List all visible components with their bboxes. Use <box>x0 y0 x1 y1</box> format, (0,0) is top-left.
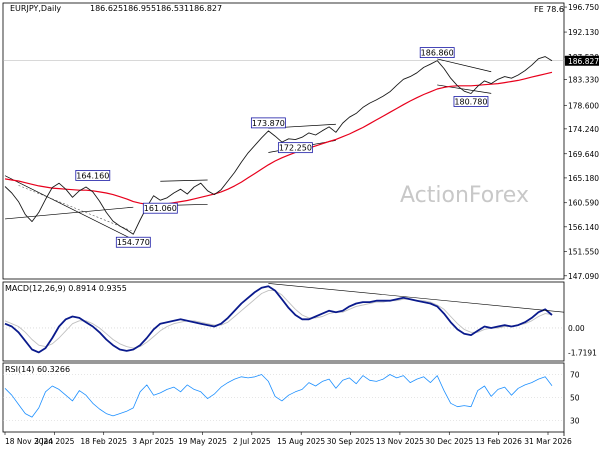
price-ytick-label: 165.180 <box>568 174 599 183</box>
price-panel-title: EURJPY,Daily <box>10 4 61 13</box>
xtick-label: 18 Feb 2025 <box>80 437 127 446</box>
price-label-0: 164.160 <box>75 170 111 181</box>
price-ytick-label: 192.130 <box>568 28 599 37</box>
channel-upper-4 <box>437 58 492 73</box>
rsi-panel-title: RSI(14) 60.3266 <box>5 365 70 374</box>
macd-panel-title: MACD(12,26,9) 0.8914 0.9355 <box>5 284 127 293</box>
price-label-1: 154.770 <box>115 236 151 248</box>
price-label-text: 154.770 <box>117 238 150 247</box>
channel-dashed-1 <box>18 185 134 232</box>
y-axis-tick-labels: 196.750192.130187.520183.330178.600174.2… <box>564 3 599 426</box>
price-ytick-label: 178.600 <box>568 101 599 110</box>
macd-line <box>4 285 553 354</box>
price-label-text: 173.870 <box>252 119 285 128</box>
xtick-label: 2 Jul 2025 <box>233 437 271 446</box>
panel-frames <box>2 2 565 436</box>
macd-ytick-label: -1.7191 <box>568 349 597 358</box>
rsi-ytick-label: 70 <box>570 371 580 380</box>
xtick-label: 30 Dec 2025 <box>425 437 473 446</box>
xtick-label: 30 Sep 2025 <box>327 437 375 446</box>
macd-ytick-label: 0.00 <box>568 324 585 333</box>
price-ytick-label: 147.090 <box>568 272 599 281</box>
price-label-box <box>115 236 151 248</box>
fe-label: FE 78.6 <box>534 5 564 14</box>
price-label-box <box>277 142 313 154</box>
price-label-text: 180.780 <box>454 97 487 106</box>
macd-signal-line <box>4 290 553 349</box>
channel-upper-1 <box>4 175 134 240</box>
price-label-3: 173.870 <box>250 117 286 129</box>
xtick-label: 13 Nov 2025 <box>376 437 424 446</box>
price-label-box <box>75 170 111 181</box>
price-level-labels: 164.160 154.770 161.060 173.870 172.250 186.8… <box>75 47 489 248</box>
price-label-box <box>250 117 286 129</box>
ohlc-low: 186.531 <box>156 4 189 13</box>
xtick-label: 19 May 2025 <box>178 437 227 446</box>
price-label-5: 186.860 <box>419 47 455 58</box>
price-label-text: 186.860 <box>421 49 454 58</box>
channel-lower-1 <box>4 206 134 220</box>
rsi-line <box>4 374 553 418</box>
macd-series-group <box>3 283 565 354</box>
price-panel-frame <box>2 2 565 280</box>
macd-trend-line <box>268 283 565 313</box>
xtick-label: 15 Aug 2025 <box>277 437 325 446</box>
ohlc-open: 186.625 <box>90 4 123 13</box>
watermark: ActionForex <box>400 183 529 208</box>
xtick-label: 31 Mar 2026 <box>524 437 572 446</box>
ohlc-high: 186.955 <box>123 4 156 13</box>
channel-lower-4 <box>437 84 492 94</box>
macd-panel-frame <box>2 281 565 362</box>
channel-upper-2 <box>160 179 208 182</box>
moving-average-line <box>4 71 553 205</box>
xtick-label: 3 Apr 2025 <box>132 437 174 446</box>
price-label-text: 164.160 <box>76 171 109 180</box>
price-label-box <box>419 47 455 58</box>
price-ytick-label: 196.750 <box>568 3 599 12</box>
last-price-tag-bg <box>565 55 599 66</box>
price-label-text: 172.250 <box>279 144 312 153</box>
price-ytick-label: 151.550 <box>568 248 599 257</box>
price-series-group <box>4 56 553 235</box>
rsi-ytick-label: 50 <box>570 394 580 403</box>
last-price-tag: 186.827 <box>568 57 599 66</box>
price-label-box <box>453 96 489 107</box>
price-label-4: 172.250 <box>277 142 313 154</box>
price-ytick-label: 160.590 <box>568 199 599 208</box>
price-label-2: 161.060 <box>142 202 178 214</box>
price-label-text: 161.060 <box>144 204 177 213</box>
price-ytick-label: 174.240 <box>568 125 599 134</box>
price-ytick-label: 183.330 <box>568 76 599 85</box>
price-channel-lines <box>4 58 492 240</box>
price-label-6: 180.780 <box>453 96 489 107</box>
ohlc-close: 186.827 <box>189 4 222 13</box>
price-ytick-label: 169.640 <box>568 150 599 159</box>
xtick-label: 3 Jan 2025 <box>34 437 74 446</box>
rsi-ytick-label: 30 <box>570 417 580 426</box>
xtick-label: 13 Feb 2026 <box>475 437 522 446</box>
price-line <box>4 56 553 235</box>
xtick-label: 18 Nov 2024 <box>5 437 53 446</box>
price-ytick-label: 156.140 <box>568 223 599 232</box>
rsi-series-group <box>3 374 564 421</box>
price-label-box <box>142 202 178 214</box>
